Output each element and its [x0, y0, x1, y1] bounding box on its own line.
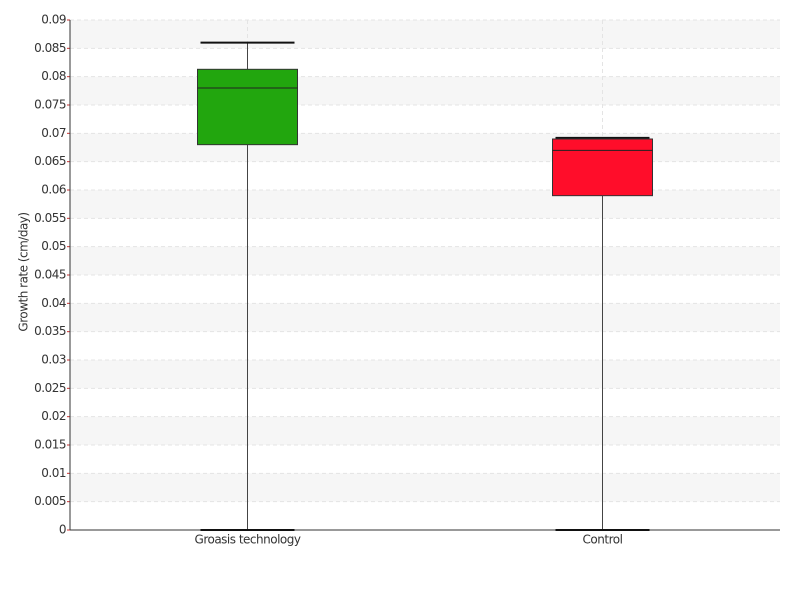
y-tick-label: 0.01	[41, 466, 66, 480]
y-tick-label: 0.03	[41, 353, 66, 367]
grid-band	[70, 303, 780, 332]
y-tick-label: 0.025	[34, 381, 66, 395]
y-tick-label: 0.055	[34, 211, 66, 225]
y-tick-label: 0.015	[34, 438, 66, 452]
y-tick-label: 0.035	[34, 324, 66, 338]
y-tick-label: 0.05	[41, 239, 66, 253]
y-axis-label: Growth rate (cm/day)	[17, 212, 31, 331]
y-tick-label: 0.04	[41, 296, 66, 310]
grid-band	[70, 360, 780, 389]
box	[552, 138, 653, 197]
y-tick-label: 0.09	[41, 13, 66, 27]
y-tick-label: 0.045	[34, 268, 66, 282]
y-tick-label: 0.085	[34, 41, 66, 55]
y-tick-label: 0.005	[34, 494, 66, 508]
y-tick-label: 0.06	[41, 183, 66, 197]
y-tick-label: 0.07	[41, 126, 66, 140]
y-tick-label: 0.065	[34, 154, 66, 168]
y-tick-label: 0.08	[41, 69, 66, 83]
grid-band	[70, 416, 780, 445]
grid-band	[70, 76, 780, 105]
grid-band	[70, 246, 780, 275]
x-tick-label: Groasis technology	[195, 533, 301, 547]
y-tick-label: 0.075	[34, 98, 66, 112]
grid-band	[70, 190, 780, 219]
y-tick-label: 0	[59, 523, 66, 537]
grid-band	[70, 20, 780, 49]
box	[197, 68, 298, 146]
y-tick-label: 0.02	[41, 409, 66, 423]
x-tick-label: Control	[583, 533, 623, 547]
grid-band	[70, 473, 780, 502]
grid-band	[70, 133, 780, 162]
